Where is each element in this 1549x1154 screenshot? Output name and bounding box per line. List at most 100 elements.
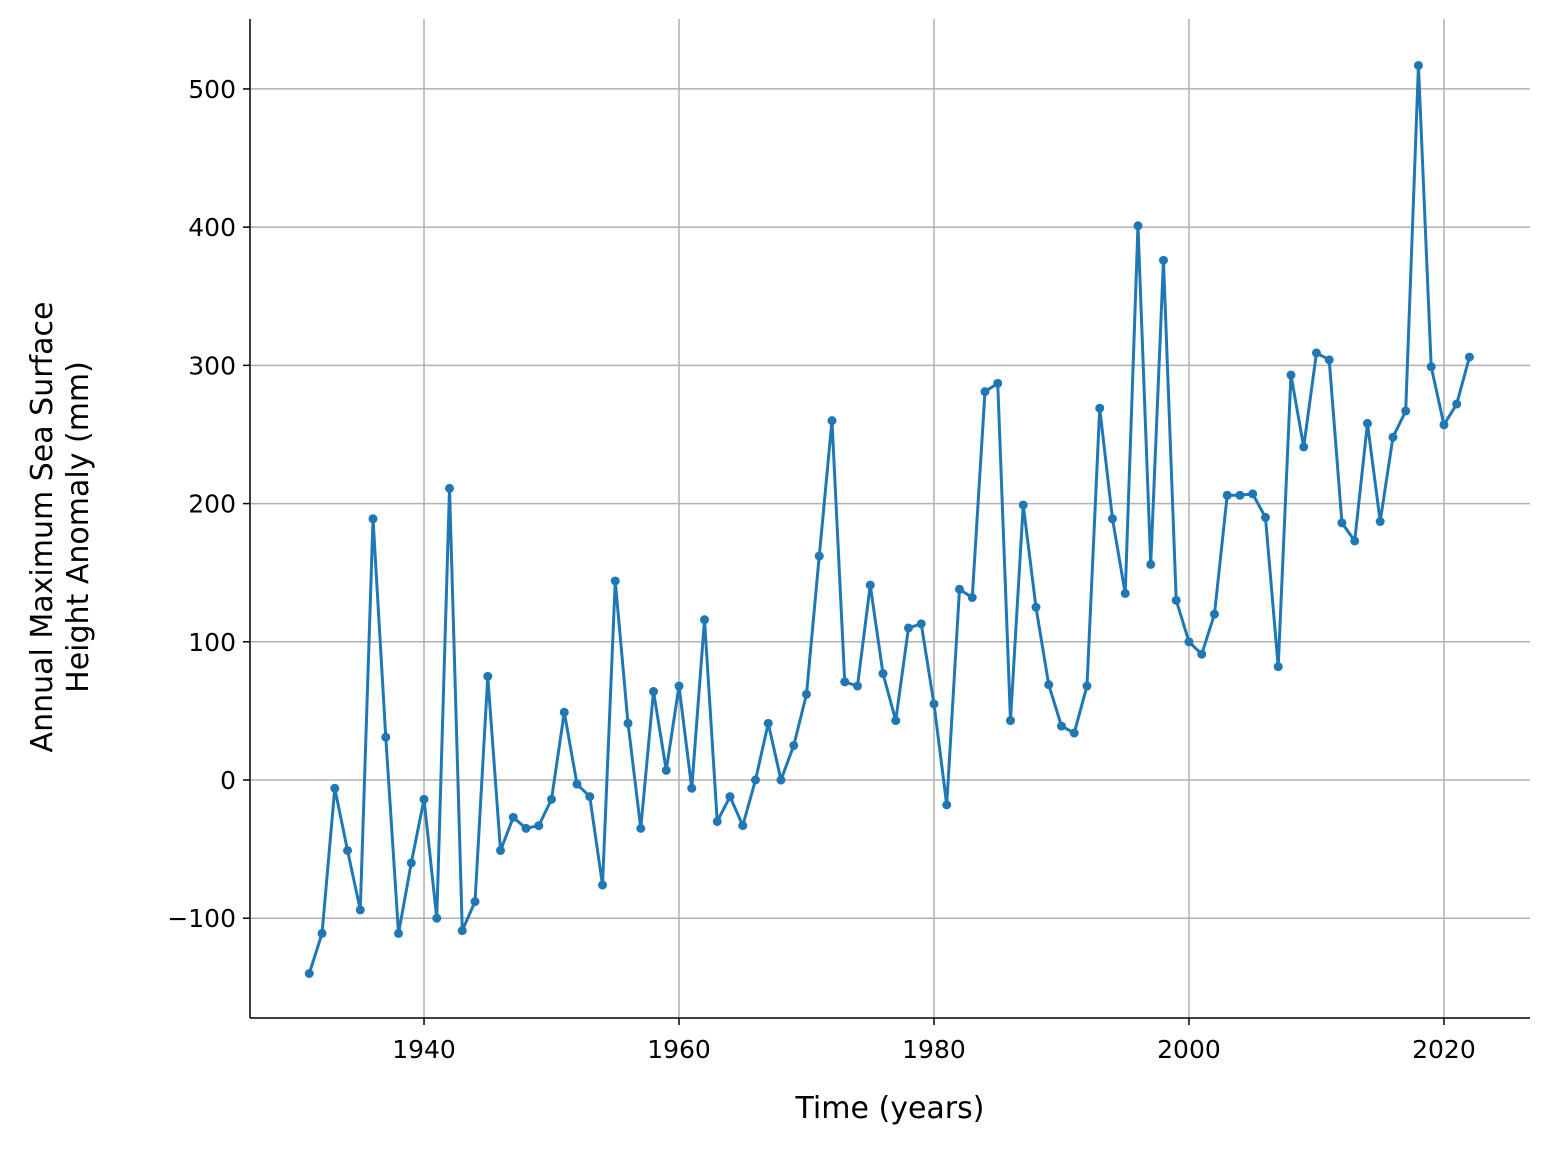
data-point	[1299, 442, 1309, 452]
data-point	[980, 387, 990, 397]
data-point	[1413, 60, 1423, 70]
data-point	[700, 615, 710, 625]
data-point	[1235, 490, 1245, 500]
data-point	[304, 968, 314, 978]
x-tick-label: 2000	[1157, 1035, 1221, 1064]
y-tick-label: 0	[220, 766, 236, 795]
data-point	[1324, 355, 1334, 365]
data-point	[1388, 432, 1398, 442]
data-point	[1184, 637, 1194, 647]
data-line	[307, 65, 1471, 974]
data-point	[483, 671, 493, 681]
data-point	[1350, 536, 1360, 546]
data-point	[534, 821, 544, 831]
data-point	[801, 689, 811, 699]
data-point	[1171, 595, 1181, 605]
data-point	[649, 687, 659, 697]
data-point	[419, 794, 429, 804]
data-point	[852, 681, 862, 691]
y-tick-label: 100	[188, 628, 236, 657]
data-point	[1426, 362, 1436, 372]
x-tick-label: 1960	[647, 1035, 711, 1064]
data-point	[687, 783, 697, 793]
data-point	[712, 816, 722, 826]
data-point	[661, 765, 671, 775]
data-point	[1311, 348, 1321, 358]
data-point	[903, 623, 913, 633]
data-point	[457, 926, 467, 936]
data-point	[916, 619, 926, 629]
data-point	[598, 880, 608, 890]
data-point	[547, 794, 557, 804]
data-point	[827, 416, 837, 426]
data-point	[1018, 500, 1028, 510]
data-point	[317, 928, 327, 938]
x-tick-label: 2020	[1412, 1035, 1476, 1064]
data-point	[1069, 728, 1079, 738]
data-point	[878, 669, 888, 679]
data-point	[1439, 420, 1449, 430]
data-point	[1120, 588, 1130, 598]
data-point	[929, 699, 939, 709]
data-point	[508, 812, 518, 822]
data-point	[1107, 514, 1117, 524]
data-point	[1464, 352, 1474, 362]
data-point	[1273, 662, 1283, 672]
y-tick-label: 500	[188, 75, 236, 104]
data-point	[470, 897, 480, 907]
data-point	[1082, 681, 1092, 691]
x-tick-label: 1940	[392, 1035, 456, 1064]
data-point	[750, 775, 760, 785]
data-point	[623, 718, 633, 728]
data-point	[521, 823, 531, 833]
data-point	[840, 677, 850, 687]
data-point	[585, 792, 595, 802]
data-point	[406, 858, 416, 868]
data-point	[674, 681, 684, 691]
data-point	[993, 378, 1003, 388]
data-point	[1056, 721, 1066, 731]
data-point	[394, 928, 404, 938]
data-point	[343, 845, 353, 855]
data-point	[725, 792, 735, 802]
data-point	[967, 593, 977, 603]
data-point	[445, 483, 455, 493]
data-point	[1375, 517, 1385, 527]
data-point	[496, 845, 506, 855]
data-point	[572, 779, 582, 789]
data-point	[1337, 518, 1347, 528]
data-point	[776, 775, 786, 785]
data-point	[610, 576, 620, 586]
data-point	[865, 580, 875, 590]
data-point	[891, 716, 901, 726]
data-point	[942, 800, 952, 810]
data-point	[368, 514, 378, 524]
data-point	[1401, 406, 1411, 416]
data-point	[432, 913, 442, 923]
data-point	[954, 584, 964, 594]
data-point	[559, 707, 569, 717]
y-tick-label: 300	[188, 351, 236, 380]
data-point	[763, 718, 773, 728]
x-axis-label: Time (years)	[795, 1091, 985, 1126]
data-point	[636, 823, 646, 833]
data-point	[1005, 716, 1015, 726]
data-point	[814, 551, 824, 561]
y-axis-label-group: Annual Maximum Sea Surface Height Anomal…	[25, 302, 96, 753]
data-point	[1095, 403, 1105, 413]
y-tick-label: 400	[188, 213, 236, 242]
data-point	[381, 732, 391, 742]
data-point	[1197, 649, 1207, 659]
data-point	[1044, 680, 1054, 690]
data-point	[330, 783, 340, 793]
x-tick-label: 1980	[902, 1035, 966, 1064]
data-point	[1031, 602, 1041, 612]
y-axis-label: Height Anomaly (mm)	[61, 361, 96, 693]
data-point	[355, 905, 365, 915]
data-point	[1146, 559, 1156, 569]
y-axis-label: Annual Maximum Sea Surface	[25, 302, 60, 753]
y-tick-label: 200	[188, 490, 236, 519]
data-point	[738, 821, 748, 831]
data-point	[1362, 418, 1372, 428]
